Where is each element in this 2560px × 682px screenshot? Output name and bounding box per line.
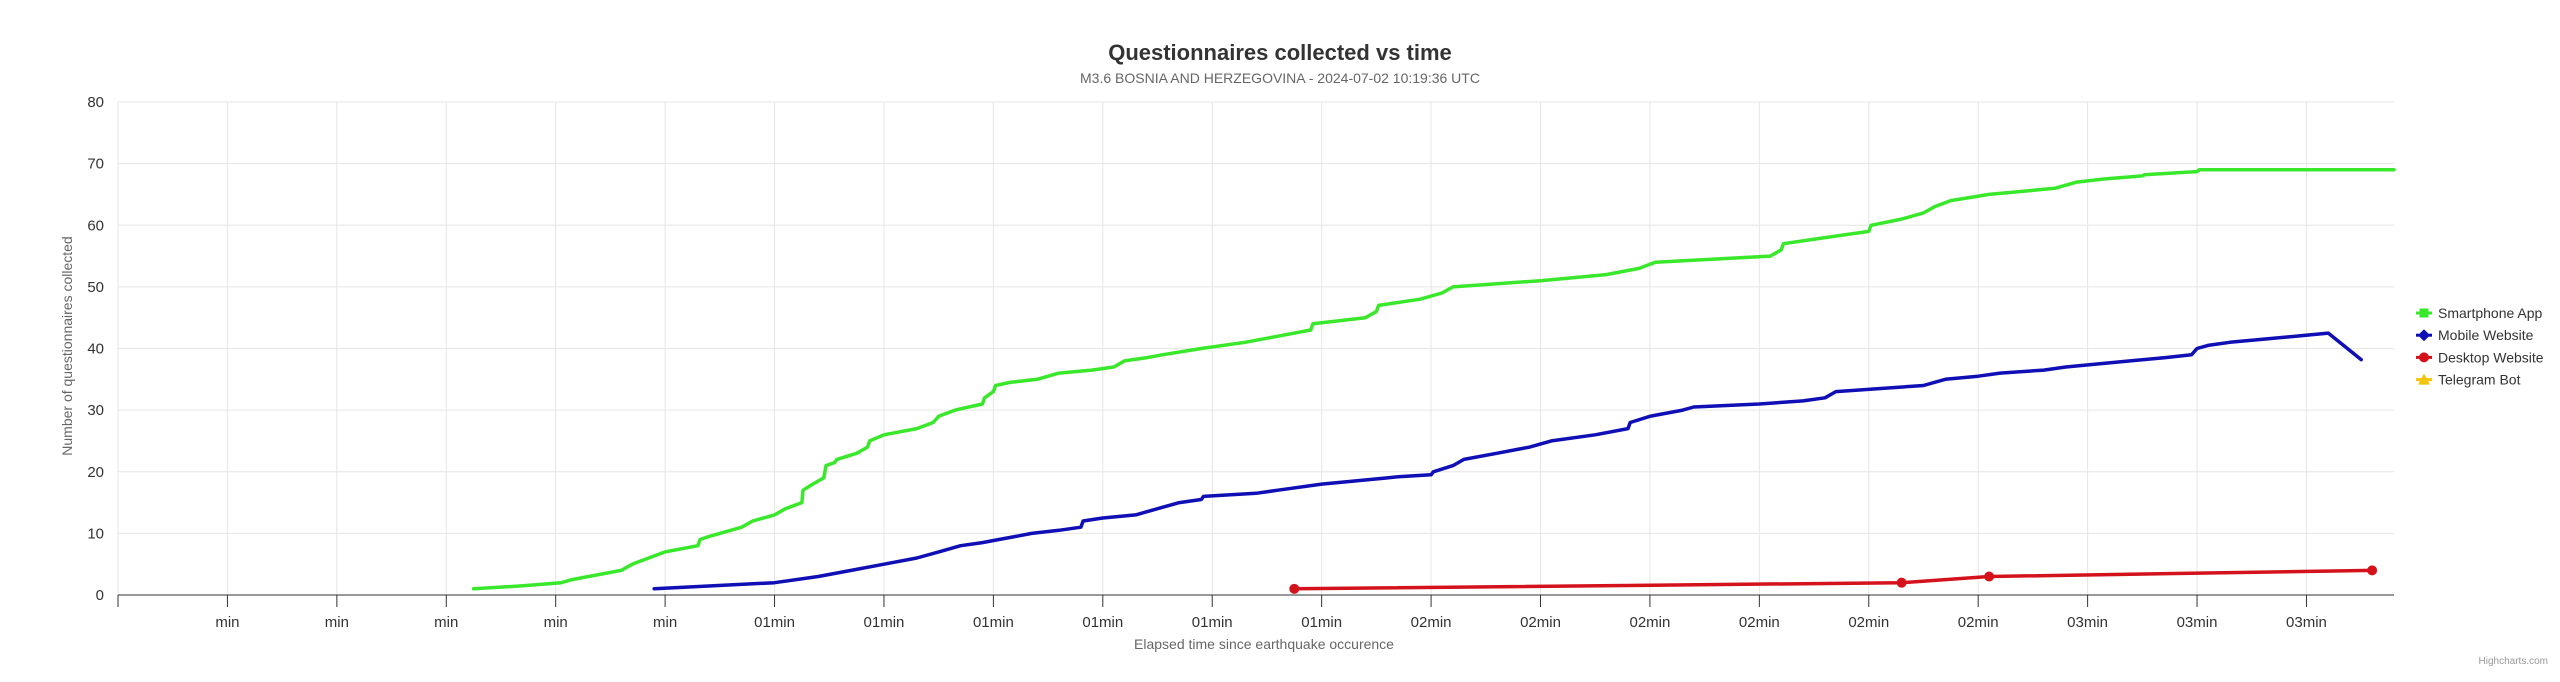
data-point[interactable] (1984, 571, 1995, 582)
y-axis: 0 10 20 30 40 50 60 70 80 (87, 94, 104, 604)
legend-label: Smartphone App (2438, 305, 2543, 321)
x-tick-label: min (653, 614, 677, 631)
series-mobile-website (652, 331, 2363, 591)
data-point[interactable] (1896, 577, 1907, 588)
legend-item-desktop-website[interactable]: Desktop Website (2416, 349, 2544, 365)
x-tick-label: 01min (1082, 614, 1123, 631)
x-tick-label: 01min (754, 614, 795, 631)
x-tick-label: 03min (2067, 614, 2108, 631)
x-tick-label: 01min (973, 614, 1014, 631)
legend-item-telegram-bot[interactable]: Telegram Bot (2416, 372, 2521, 388)
legend-label: Telegram Bot (2438, 372, 2521, 388)
credits[interactable]: Highcharts.com (2479, 656, 2548, 667)
series-desktop-website (1289, 565, 2378, 594)
y-tick-label: 0 (96, 587, 104, 604)
legend-label: Mobile Website (2438, 327, 2534, 343)
y-tick-label: 40 (87, 341, 104, 358)
series-line[interactable] (471, 168, 2396, 591)
y-tick-label: 60 (87, 217, 104, 234)
x-tick-label: 01min (1301, 614, 1342, 631)
chart-subtitle: M3.6 BOSNIA AND HERZEGOVINA - 2024-07-02… (1080, 70, 1480, 86)
x-tick-label: 02min (1411, 614, 1452, 631)
x-tick-label: 02min (1848, 614, 1889, 631)
x-tick-label: 01min (864, 614, 905, 631)
legend-item-mobile-website[interactable]: Mobile Website (2416, 327, 2534, 343)
series-line[interactable] (1292, 568, 2374, 591)
y-tick-label: 80 (87, 94, 104, 111)
y-gridlines (118, 101, 2394, 596)
legend-item-smartphone-app[interactable]: Smartphone App (2416, 305, 2543, 321)
x-tick-label: 02min (1629, 614, 1670, 631)
x-tick-label: min (434, 614, 458, 631)
y-tick-label: 70 (87, 156, 104, 173)
series-smartphone-app (471, 168, 2396, 591)
x-axis: min min min min min 01min 01min 01min 01min 01min… (117, 594, 2394, 631)
x-tick-label: min (325, 614, 349, 631)
x-tick-label: 03min (2286, 614, 2327, 631)
data-point[interactable] (2367, 565, 2378, 576)
legend-symbol-marker[interactable] (2418, 329, 2430, 342)
x-tick-label: 03min (2177, 614, 2218, 631)
y-tick-label: 10 (87, 525, 104, 542)
legend-symbol-marker[interactable] (2419, 308, 2429, 318)
legend: Smartphone App Mobile Website Desktop Webs… (2416, 305, 2544, 388)
y-tick-label: 20 (87, 464, 104, 481)
series-line[interactable] (652, 331, 2363, 591)
x-gridlines (117, 102, 2307, 595)
legend-symbol-marker[interactable] (2418, 373, 2430, 385)
x-tick-label: 02min (1520, 614, 1561, 631)
x-tick-label: min (215, 614, 239, 631)
x-tick-label: 02min (1739, 614, 1780, 631)
x-axis-title: Elapsed time since earthquake occurence (1134, 636, 1394, 652)
y-tick-label: 50 (87, 279, 104, 296)
data-point[interactable] (1289, 583, 1300, 594)
legend-symbol-marker[interactable] (2419, 352, 2429, 363)
x-tick-label: 01min (1192, 614, 1233, 631)
x-tick-label: min (544, 614, 568, 631)
y-axis-title: Number of questionnaires collected (59, 236, 75, 455)
series-layer (471, 168, 2396, 594)
legend-label: Desktop Website (2438, 349, 2544, 365)
y-tick-label: 30 (87, 402, 104, 419)
x-tick-label: 02min (1958, 614, 1999, 631)
chart-title: Questionnaires collected vs time (1108, 40, 1452, 65)
